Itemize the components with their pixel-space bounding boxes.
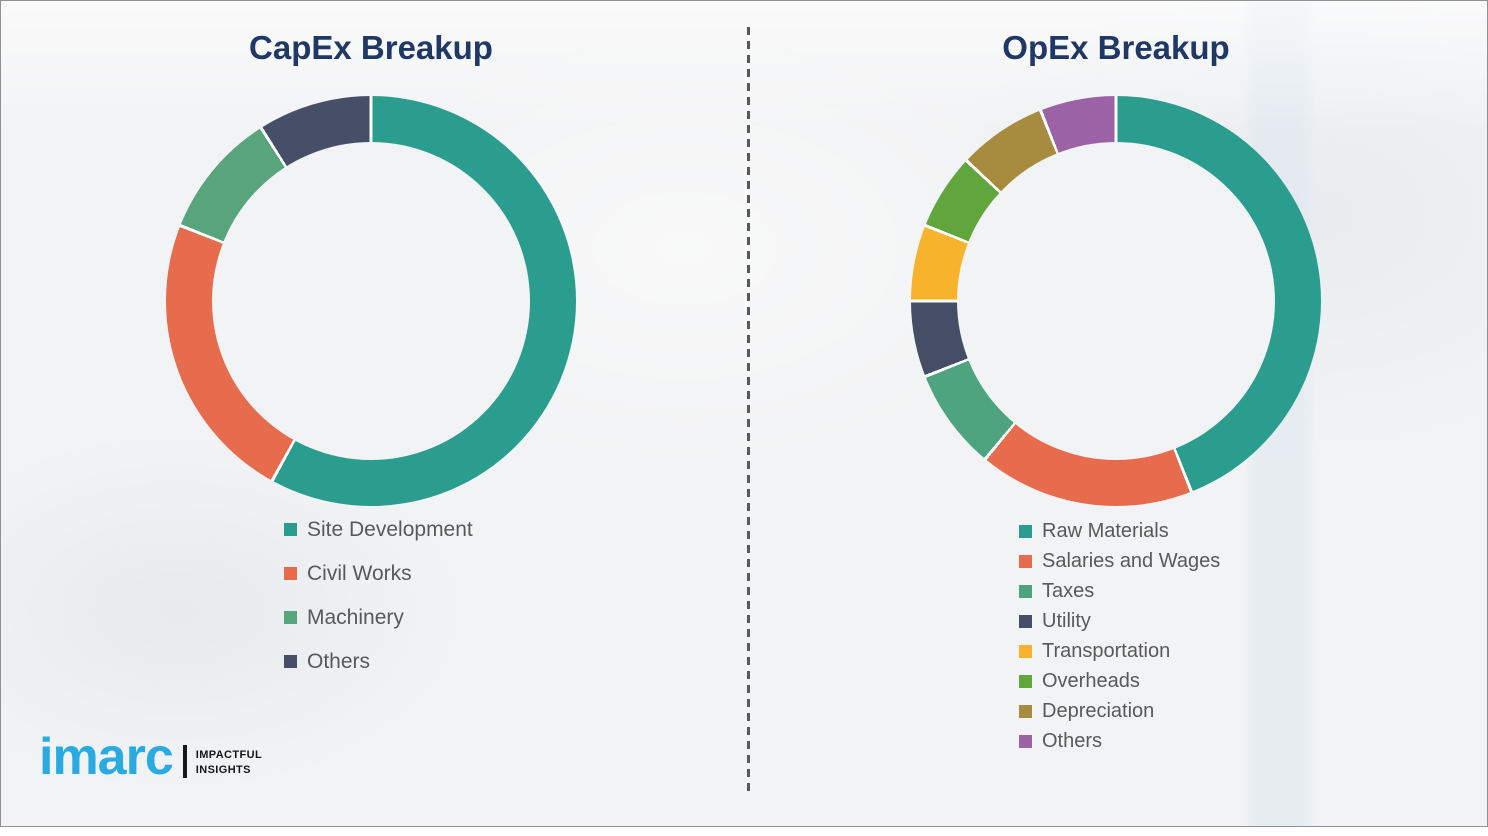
legend-swatch <box>1019 675 1032 688</box>
legend-label: Overheads <box>1042 670 1140 692</box>
legend-swatch <box>1019 735 1032 748</box>
logo-tagline-line1: IMPACTFUL <box>195 749 263 762</box>
legend-swatch <box>1019 555 1032 568</box>
capex-legend: Site Development Civil Works Machinery Othe… <box>284 518 473 694</box>
logo-tagline: IMPACTFUL INSIGHTS <box>196 748 262 777</box>
legend-swatch <box>284 611 297 624</box>
legend-item: Machinery <box>284 606 473 629</box>
legend-label: Others <box>307 650 371 673</box>
legend-item: Depreciation <box>1019 700 1220 723</box>
legend-item: Transportation <box>1019 640 1220 663</box>
legend-swatch <box>1019 525 1032 538</box>
legend-label: Civil Works <box>307 562 412 585</box>
legend-label: Machinery <box>307 606 404 629</box>
legend-item: Others <box>284 650 473 673</box>
legend-label: Depreciation <box>1042 700 1155 722</box>
legend-swatch <box>1019 645 1032 658</box>
opex-donut-hole <box>957 142 1275 460</box>
dashed-divider-line <box>747 27 750 791</box>
legend-swatch <box>284 523 297 536</box>
logo-divider-bar <box>182 745 187 778</box>
legend-label: Salaries and Wages <box>1042 550 1221 572</box>
capex-donut-hole <box>212 142 530 460</box>
opex-legend: Raw Materials Salaries and Wages Taxes Util… <box>1019 520 1220 760</box>
legend-label: Raw Materials <box>1042 520 1169 542</box>
bottom-white-strip <box>0 827 1488 836</box>
legend-item: Others <box>1019 730 1220 753</box>
legend-label: Taxes <box>1042 580 1095 602</box>
legend-item: Taxes <box>1019 580 1220 603</box>
legend-item: Salaries and Wages <box>1019 550 1220 573</box>
logo-tagline-line2: INSIGHTS <box>195 763 251 776</box>
legend-item: Utility <box>1019 610 1220 633</box>
legend-swatch <box>1019 705 1032 718</box>
legend-label: Site Development <box>307 518 473 541</box>
legend-label: Utility <box>1042 610 1091 632</box>
legend-swatch <box>284 567 297 580</box>
capex-chart-title: CapEx Breakup <box>249 29 493 66</box>
legend-swatch <box>284 655 297 668</box>
legend-item: Raw Materials <box>1019 520 1220 543</box>
legend-item: Overheads <box>1019 670 1220 693</box>
imarc-logo: imarc IMPACTFUL INSIGHTS <box>39 731 262 783</box>
legend-swatch <box>1019 615 1032 628</box>
opex-chart-title: OpEx Breakup <box>1002 29 1230 66</box>
imarc-wordmark: imarc <box>39 728 174 786</box>
legend-swatch <box>1019 585 1032 598</box>
legend-item: Civil Works <box>284 562 473 585</box>
opex-donut-chart <box>911 96 1321 506</box>
capex-donut-chart <box>166 96 576 506</box>
legend-label: Others <box>1042 730 1103 752</box>
legend-item: Site Development <box>284 518 473 541</box>
legend-label: Transportation <box>1042 640 1171 662</box>
